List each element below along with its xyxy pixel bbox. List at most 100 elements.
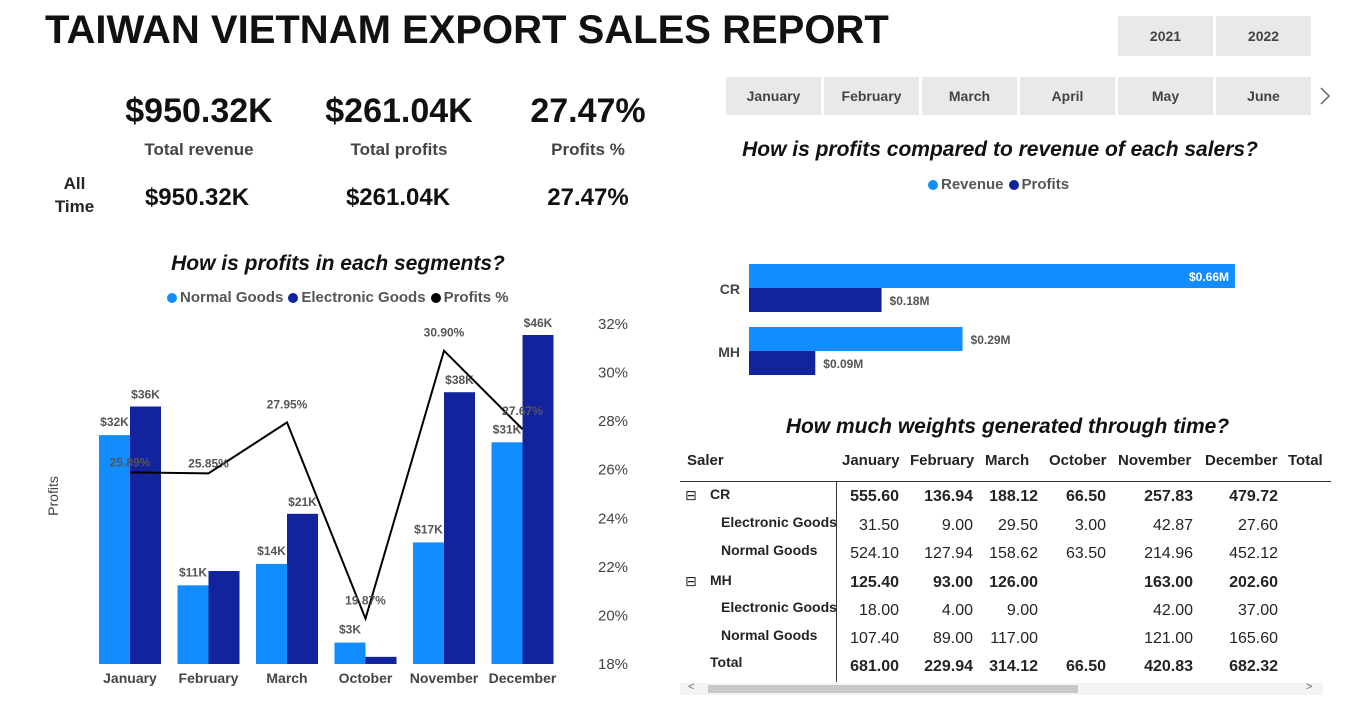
all-time-profits-value: $261.04K [345, 184, 451, 211]
y2-tick-label: 18% [598, 656, 628, 673]
bar-revenue[interactable] [749, 327, 963, 351]
matrix-cell: 126.00 [989, 574, 1038, 591]
matrix-row-header[interactable]: Total [710, 654, 743, 670]
kpi-total-profits-label: Total profits [350, 140, 448, 159]
data-label-profits-pct: 27.95% [267, 397, 308, 411]
month-button-january[interactable]: January [726, 77, 821, 115]
y2-tick-label: 20% [598, 607, 628, 624]
matrix-cell: 121.00 [1144, 630, 1193, 647]
data-label-normal: $17K [414, 522, 443, 536]
matrix-row-header[interactable]: Normal Goods [721, 627, 818, 643]
saler-chart-title: How is profits compared to revenue of ea… [742, 138, 1258, 161]
scrollbar-thumb[interactable] [708, 685, 1078, 693]
matrix-column-header[interactable]: February [910, 452, 975, 469]
matrix-cell: 89.00 [932, 630, 973, 647]
year-button-2022[interactable]: 2022 [1216, 16, 1311, 56]
bar-electronic-goods[interactable] [522, 335, 554, 664]
all-time-profits-percent-value: 27.47% [547, 184, 629, 211]
data-label-normal: $11K [179, 565, 207, 579]
bar-normal-goods[interactable] [256, 563, 287, 664]
month-button-february[interactable]: February [824, 77, 919, 115]
month-button-march[interactable]: March [922, 77, 1017, 115]
bar-normal-goods[interactable] [177, 585, 209, 664]
x-tick-label: November [410, 670, 479, 686]
matrix-cell: 314.12 [989, 658, 1038, 675]
bar-revenue[interactable] [749, 264, 1235, 288]
bar-electronic-goods[interactable] [287, 513, 318, 664]
matrix-cell: 29.50 [997, 517, 1038, 534]
matrix-column-header[interactable]: November [1118, 452, 1192, 469]
bar-profits[interactable] [749, 351, 816, 375]
matrix-cell: 42.87 [1152, 517, 1193, 534]
data-label-electronic: $38K [445, 373, 474, 387]
matrix-column-header[interactable]: December [1205, 452, 1278, 469]
month-button-april[interactable]: April [1020, 77, 1115, 115]
matrix-cell: 257.83 [1144, 488, 1193, 505]
data-label-revenue: $0.66M [1189, 270, 1229, 284]
matrix-cell: 3.00 [1074, 517, 1106, 534]
bar-normal-goods[interactable] [491, 442, 523, 664]
month-button-may[interactable]: May [1118, 77, 1213, 115]
scroll-left-icon[interactable]: < [688, 681, 695, 693]
matrix-row-header[interactable]: Normal Goods [721, 542, 818, 558]
matrix-cell: 42.00 [1152, 602, 1193, 619]
segment-chart-title: How is profits in each segments? [171, 252, 505, 275]
data-label-normal: $14K [257, 544, 286, 558]
matrix-column-header[interactable]: October [1049, 452, 1107, 469]
matrix-cell: 127.94 [924, 545, 973, 562]
month-button-june[interactable]: June [1216, 77, 1311, 115]
profits-pct-line[interactable] [129, 348, 524, 622]
matrix-cell: 66.50 [1065, 658, 1106, 675]
chevron-right-icon[interactable] [1318, 86, 1332, 106]
matrix-row-header[interactable]: MH [710, 572, 732, 588]
scroll-right-icon[interactable]: > [1306, 681, 1313, 693]
bar-normal-goods[interactable] [413, 542, 444, 664]
matrix-cell: 163.00 [1144, 574, 1193, 591]
data-label-profits-pct: 27.67% [502, 404, 543, 418]
matrix-column-header[interactable]: Saler [687, 452, 724, 469]
data-label-profits: $0.18M [890, 294, 930, 308]
matrix-horizontal-scrollbar[interactable]: < > [680, 681, 1323, 695]
y2-tick-label: 26% [598, 462, 628, 479]
matrix-cell: 158.62 [989, 545, 1038, 562]
bar-profits[interactable] [749, 288, 882, 312]
matrix-column-header[interactable]: Total [1288, 452, 1323, 469]
bar-normal-goods[interactable] [99, 435, 130, 664]
all-time-revenue-value: $950.32K [144, 184, 250, 211]
bar-electronic-goods[interactable] [444, 392, 475, 664]
bar-electronic-goods[interactable] [208, 571, 240, 664]
expand-collapse-icon[interactable]: ⊟ [685, 573, 697, 589]
legend-dot-normal [167, 292, 177, 303]
matrix-row-header[interactable]: CR [710, 486, 731, 502]
legend-dot-electronic [288, 292, 299, 303]
y-axis-label: Profits [45, 476, 61, 516]
legend-normal-label: Normal Goods [180, 289, 284, 306]
x-tick-label: October [339, 670, 393, 686]
weights-matrix-title: How much weights generated through time? [785, 415, 1230, 438]
y2-tick-label: 30% [598, 365, 628, 382]
bar-electronic-goods[interactable] [365, 656, 397, 664]
matrix-cell: 31.50 [858, 517, 899, 534]
matrix-column-header[interactable]: January [842, 452, 900, 469]
kpi-profits-percent-label: Profits % [551, 140, 625, 159]
data-label-normal: $32K [100, 415, 129, 429]
matrix-cell: 420.83 [1144, 658, 1193, 675]
bar-normal-goods[interactable] [334, 642, 366, 664]
expand-collapse-icon[interactable]: ⊟ [685, 487, 697, 503]
legend-dot-revenue [928, 179, 938, 190]
matrix-cell: 63.50 [1065, 545, 1106, 562]
matrix-cell: 452.12 [1229, 545, 1278, 562]
y2-tick-label: 32% [598, 316, 628, 333]
data-label-profits-pct: 25.89% [110, 455, 151, 469]
legend-electronic-label: Electronic Goods [301, 289, 426, 306]
year-button-2021[interactable]: 2021 [1118, 16, 1213, 56]
bar-electronic-goods[interactable] [130, 406, 161, 664]
matrix-cell: 136.94 [924, 488, 973, 505]
matrix-column-header[interactable]: March [985, 452, 1030, 469]
matrix-row-header[interactable]: Electronic Goods [721, 599, 837, 615]
matrix-row-header[interactable]: Electronic Goods [721, 514, 837, 530]
y2-tick-label: 24% [598, 510, 628, 527]
matrix-cell: 229.94 [924, 658, 973, 675]
data-label-profits-pct: 30.90% [424, 326, 465, 340]
matrix-cell: 165.60 [1229, 630, 1278, 647]
